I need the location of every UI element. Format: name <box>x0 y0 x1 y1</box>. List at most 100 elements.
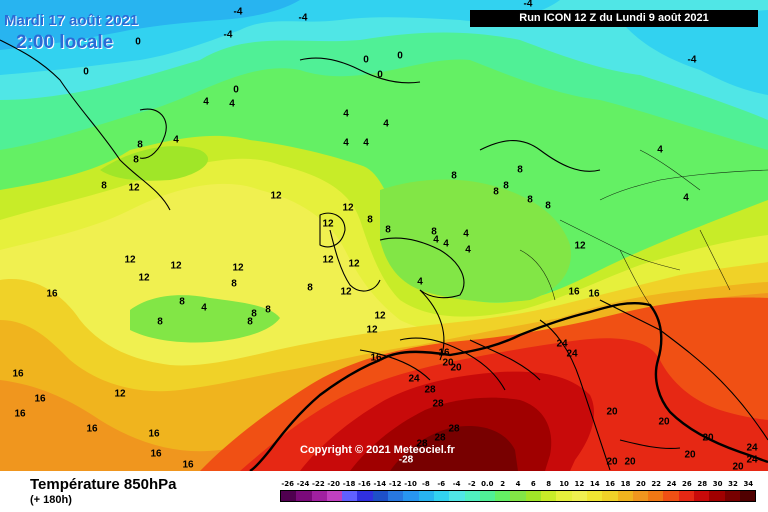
isotherm-value-label: 8 <box>431 226 437 238</box>
isotherm-value-label: 20 <box>658 416 670 428</box>
isotherm-value-label: 12 <box>340 286 352 298</box>
parameter-title: Température 850hPa <box>30 476 177 493</box>
isotherm-value-label: 28 <box>416 438 428 450</box>
valid-time: 2:00 locale <box>16 32 114 53</box>
isotherm-value-label: 16 <box>438 347 450 359</box>
isotherm-value-label: 4 <box>463 228 469 240</box>
scale-cell <box>479 491 496 501</box>
scale-tick-label: 2 <box>500 480 506 488</box>
isotherm-value-label: 20 <box>606 456 618 468</box>
scale-tick-label: -26 <box>281 480 294 488</box>
isotherm-value-label: 20 <box>442 357 454 369</box>
isotherm-value-label: 4 <box>443 238 449 250</box>
isotherm-value-label: 8 <box>133 154 139 166</box>
isotherm-value-label: 12 <box>124 254 136 266</box>
scale-cell <box>525 491 542 501</box>
isotherm-value-label: 24 <box>746 454 758 466</box>
scale-cell <box>311 491 327 501</box>
isotherm-value-label: 4 <box>173 134 179 146</box>
isotherm-value-label: 8 <box>265 304 271 316</box>
scale-tick-label: -2 <box>468 480 476 488</box>
isotherm-value-label: 8 <box>451 170 457 182</box>
scale-cell <box>571 491 587 501</box>
isotherm-value-label: 4 <box>229 98 235 110</box>
isotherm-value-label: 12 <box>322 218 334 230</box>
isotherm-value-label: 12 <box>342 202 354 214</box>
isotherm-value-label: 4 <box>363 137 369 149</box>
forecast-hour: (+ 180h) <box>30 494 72 506</box>
isotherm-value-label: 24 <box>556 338 568 350</box>
isotherm-value-label: -4 <box>223 29 233 41</box>
isotherm-value-label: 16 <box>568 286 580 298</box>
isotherm-value-label: 4 <box>683 192 689 204</box>
isotherm-value-label: 8 <box>503 180 509 192</box>
scale-tick-label: 30 <box>712 480 723 488</box>
scale-cell <box>464 491 480 501</box>
isotherm-value-label: 12 <box>170 260 182 272</box>
scale-tick-label: 14 <box>589 480 600 488</box>
isotherm-value-label: 8 <box>137 139 143 151</box>
scale-cell <box>724 491 740 501</box>
isotherm-value-label: 4 <box>201 302 207 314</box>
isotherm-value-label: 28 <box>434 432 446 444</box>
isotherm-value-label: -4 <box>298 12 308 24</box>
scale-tick-label: 26 <box>682 480 692 488</box>
isotherm-value-label: 4 <box>465 244 471 256</box>
scale-tick-label: 34 <box>743 480 754 488</box>
isotherm-value-label: 12 <box>270 190 282 202</box>
color-scale-ticks: -26 -24 -22 -20 -18 -16 -14 -12 -10 -8 -6 -4 -2 0.0 2 4… <box>280 480 756 492</box>
color-scale <box>280 490 756 502</box>
isotherm-value-label: 12 <box>128 182 140 194</box>
isotherm-value-label: 20 <box>450 362 462 374</box>
scale-cell <box>602 491 618 501</box>
scale-cell <box>556 491 572 501</box>
isotherm-value-label: 16 <box>12 368 24 380</box>
scale-cell <box>663 491 679 501</box>
isotherm-value-label: 12 <box>374 310 386 322</box>
scale-tick-label: -18 <box>342 480 356 488</box>
scale-tick-label: 18 <box>620 480 631 488</box>
scale-cell <box>326 491 343 501</box>
isotherm-value-label: 24 <box>746 442 758 454</box>
scale-cell <box>372 491 389 501</box>
scale-cell <box>694 491 710 501</box>
isotherm-value-label: 20 <box>702 432 714 444</box>
isotherm-value-label: 16 <box>150 448 162 460</box>
isotherm-value-label: 4 <box>383 118 389 130</box>
isotherm-value-label: 8 <box>385 224 391 236</box>
scale-tick-label: 20 <box>635 480 646 488</box>
scale-cell <box>403 491 419 501</box>
scale-cell <box>541 491 557 501</box>
isotherm-value-label: 28 <box>424 384 436 396</box>
scale-tick-label: 28 <box>697 480 708 488</box>
isotherm-value-label: 16 <box>46 288 58 300</box>
isotherm-value-label: 4 <box>657 144 663 156</box>
isotherm-value-label: 28 <box>432 398 444 410</box>
isotherm-value-label: 24 <box>566 348 578 360</box>
isotherm-value-label: 0 <box>377 69 383 81</box>
copyright-text: Copyright © 2021 Meteociel.fr <box>300 444 455 456</box>
scale-cell <box>357 491 373 501</box>
isotherm-value-label: 20 <box>684 449 696 461</box>
scale-tick-label: 8 <box>546 480 552 488</box>
scale-tick-label: 24 <box>666 480 677 488</box>
scale-tick-label: 12 <box>574 480 585 488</box>
scale-tick-label: 16 <box>605 480 615 488</box>
scale-tick-label: -4 <box>452 480 461 488</box>
isotherm-value-label: 12 <box>348 258 360 270</box>
isotherm-value-label: 12 <box>366 324 378 336</box>
scale-tick-label: -8 <box>421 480 430 488</box>
isotherm-value-label: 8 <box>545 200 551 212</box>
scale-tick-label: -22 <box>312 480 325 488</box>
scale-tick-label: -16 <box>358 480 371 488</box>
scale-cell <box>342 491 358 501</box>
isotherm-value-label: 4 <box>417 276 423 288</box>
scale-cell <box>586 491 603 501</box>
scale-tick-label: -24 <box>296 480 310 488</box>
scale-cell <box>739 491 756 501</box>
isotherm-value-label: 0 <box>233 84 239 96</box>
scale-tick-label: -14 <box>373 480 387 488</box>
isotherm-value-label: 16 <box>14 408 26 420</box>
isotherm-value-label: 20 <box>624 456 636 468</box>
